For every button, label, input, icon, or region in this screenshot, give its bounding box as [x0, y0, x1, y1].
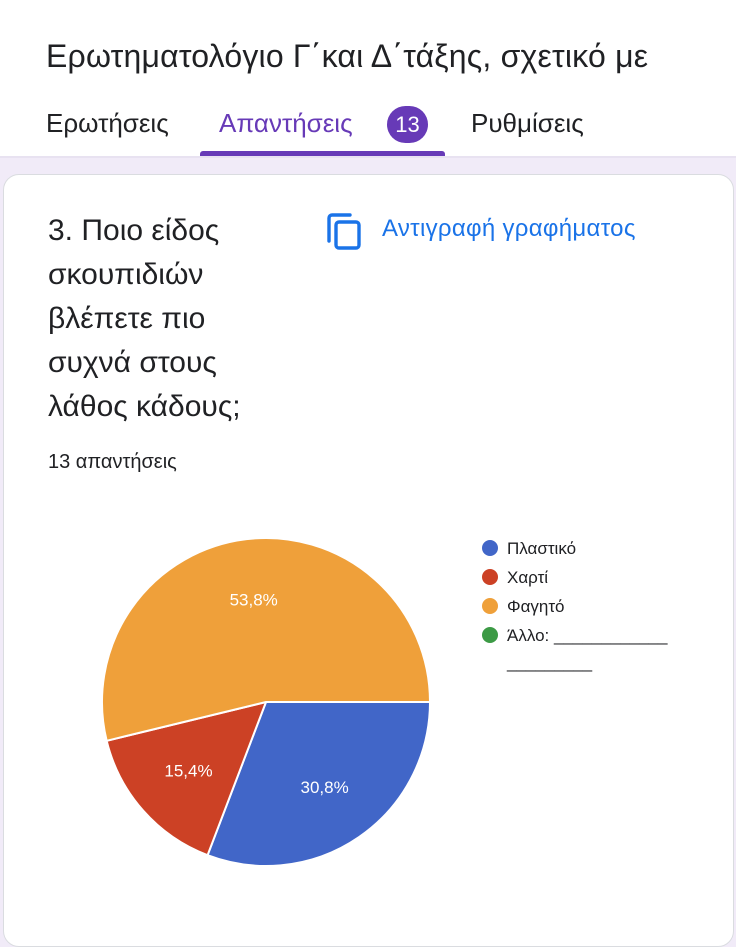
tab-responses[interactable]: Απαντήσεις	[219, 108, 353, 138]
copy-icon	[327, 213, 361, 250]
legend-label-1: Πλαστικό	[507, 539, 576, 558]
pie-chart: 30,8% 15,4% 53,8% Πλαστικό Χαρτί Φαγητό Άλλο:…	[101, 537, 668, 867]
pie-slice-label-3: 53,8%	[230, 590, 278, 609]
legend-swatch-1	[482, 540, 498, 556]
form-title: Ερωτηματολόγιο Γ΄και Δ΄τάξης, σχετικό με	[46, 38, 649, 74]
tab-settings[interactable]: Ρυθμίσεις	[471, 108, 584, 138]
legend-swatch-2	[482, 569, 498, 585]
pie-slice-label-1: 30,8%	[301, 778, 349, 797]
legend-swatch-4	[482, 627, 498, 643]
legend-label-2: Χαρτί	[507, 568, 548, 587]
header-divider	[0, 156, 736, 158]
legend-label-3: Φαγητό	[507, 597, 565, 616]
responses-count-badge: 13	[387, 106, 428, 143]
copy-chart-label: Αντιγραφή γραφήματος	[382, 215, 636, 242]
pie-slice-label-2: 15,4%	[164, 761, 212, 780]
watermark: www.ecoschools.gr	[10, 912, 271, 942]
pie-slice-1	[206, 701, 432, 867]
question-summary-card: 3. Ποιο είδος σκουπιδιών βλέπετε πιο συχ…	[3, 174, 734, 947]
legend-label-4: Άλλο: ____________ _________	[506, 626, 668, 672]
pie-slice-2	[105, 700, 268, 857]
pie-slice-3	[101, 537, 432, 742]
form-header: Ερωτηματολόγιο Γ΄και Δ΄τάξης, σχετικό με…	[0, 0, 736, 158]
question-title: 3. Ποιο είδος σκουπιδιών βλέπετε πιο συχ…	[48, 214, 241, 423]
response-count: 13 απαντήσεις	[48, 451, 177, 473]
tab-questions[interactable]: Ερωτήσεις	[46, 108, 169, 138]
legend-swatch-3	[482, 598, 498, 614]
active-tab-indicator	[200, 151, 445, 156]
